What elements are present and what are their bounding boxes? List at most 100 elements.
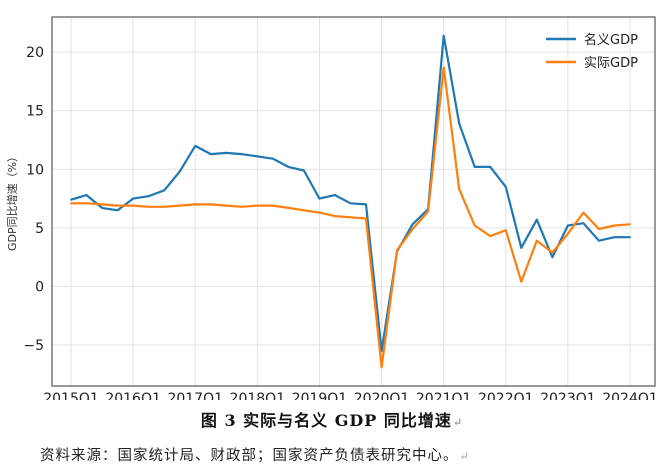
- data-point: [489, 235, 492, 237]
- data-point: [349, 202, 352, 205]
- data-point: [504, 185, 507, 188]
- data-point: [318, 211, 321, 214]
- y-tick-label: 5: [35, 221, 44, 237]
- x-tick-label: 2016Q1: [105, 391, 161, 400]
- data-point: [163, 189, 166, 192]
- data-point: [271, 157, 274, 160]
- data-point: [427, 210, 430, 213]
- figure-caption: 图 3 实际与名义 GDP 同比增速↵: [200, 411, 464, 430]
- data-point: [256, 155, 259, 158]
- data-point: [551, 251, 554, 254]
- data-point: [194, 203, 197, 206]
- data-point: [147, 195, 150, 198]
- data-point: [178, 204, 181, 207]
- y-axis-ticks: −5 0 5 10 15 20: [23, 45, 44, 354]
- data-point: [101, 203, 103, 206]
- x-tick-label: 2019Q1: [292, 391, 348, 400]
- chart: −5 0 5 10 15 20 2015Q1 2016Q1 2017Q1 2018Q1 2019Q…: [5, 16, 658, 400]
- source-note: 资料来源：国家统计局、财政部；国家资产负债表研究中心。↵: [40, 448, 470, 464]
- data-point: [598, 228, 600, 230]
- data-point: [70, 198, 72, 201]
- data-point: [116, 209, 119, 212]
- data-point: [473, 166, 476, 168]
- data-point: [380, 349, 383, 352]
- data-point: [458, 122, 461, 125]
- data-point: [101, 207, 103, 209]
- return-mark-icon: ↵: [459, 450, 470, 463]
- data-point: [442, 34, 445, 37]
- series-lines: [70, 34, 631, 369]
- y-tick-label: 0: [35, 279, 44, 295]
- data-point: [380, 366, 383, 369]
- data-point: [613, 236, 616, 239]
- data-point: [85, 194, 88, 196]
- x-tick-label: 2018Q1: [230, 391, 286, 400]
- data-point: [489, 166, 492, 168]
- data-point: [582, 222, 585, 225]
- data-point: [240, 153, 243, 155]
- data-point: [458, 188, 461, 191]
- data-point: [178, 170, 181, 173]
- data-point: [256, 204, 259, 207]
- data-point: [629, 236, 631, 239]
- data-point: [365, 203, 367, 206]
- x-tick-label: 2023Q1: [540, 391, 596, 400]
- data-point: [163, 205, 166, 208]
- x-tick-label: 2022Q1: [478, 391, 534, 400]
- data-point: [629, 223, 631, 226]
- grid-lines: [52, 17, 655, 386]
- x-axis-ticks: 2015Q1 2016Q1 2017Q1 2018Q1 2019Q1 2020Q1 2021…: [43, 391, 658, 400]
- plot-frame: [51, 16, 656, 387]
- data-point: [442, 66, 445, 69]
- data-point: [70, 202, 72, 205]
- data-point: [225, 204, 228, 207]
- data-point: [411, 228, 414, 230]
- data-point: [411, 223, 414, 226]
- data-point: [85, 202, 88, 205]
- return-mark-icon: ↵: [452, 416, 464, 429]
- x-tick-label: 2020Q1: [354, 391, 410, 400]
- data-point: [334, 194, 336, 196]
- x-tick-label: 2015Q1: [43, 391, 99, 400]
- data-point: [225, 151, 228, 154]
- series-line-1: [70, 34, 630, 352]
- data-point: [613, 224, 616, 227]
- data-point: [566, 224, 569, 227]
- data-point: [303, 169, 305, 172]
- legend-label: 名义GDP: [584, 32, 638, 48]
- data-point: [240, 205, 243, 208]
- y-axis-label: GDP同比增速（%）: [5, 151, 19, 251]
- x-tick-label: 2017Q1: [167, 391, 223, 400]
- data-point: [520, 280, 523, 283]
- data-point: [365, 217, 367, 220]
- data-point: [504, 229, 507, 232]
- y-tick-label: −5: [23, 338, 44, 354]
- data-point: [582, 211, 585, 214]
- data-point: [132, 197, 135, 200]
- data-point: [287, 166, 290, 168]
- data-point: [209, 203, 212, 206]
- data-point: [334, 215, 336, 218]
- data-point: [287, 207, 290, 209]
- data-point: [132, 204, 135, 207]
- x-tick-label: 2024Q1: [602, 391, 658, 400]
- data-point: [318, 197, 321, 200]
- x-tick-label: 2021Q1: [416, 391, 472, 400]
- data-point: [473, 224, 476, 227]
- data-point: [303, 209, 305, 212]
- data-point: [147, 205, 150, 208]
- y-tick-label: 20: [26, 45, 44, 61]
- data-point: [209, 153, 212, 155]
- data-point: [349, 216, 352, 219]
- data-point: [535, 239, 538, 242]
- y-tick-label: 15: [26, 104, 44, 120]
- data-point: [271, 204, 274, 207]
- legend: 名义GDP 实际GDP: [546, 32, 638, 71]
- data-point: [551, 256, 554, 259]
- data-point: [520, 246, 523, 249]
- data-point: [116, 204, 119, 207]
- y-tick-label: 10: [26, 162, 44, 178]
- data-point: [566, 232, 569, 235]
- legend-label: 实际GDP: [584, 56, 638, 71]
- data-point: [396, 249, 398, 252]
